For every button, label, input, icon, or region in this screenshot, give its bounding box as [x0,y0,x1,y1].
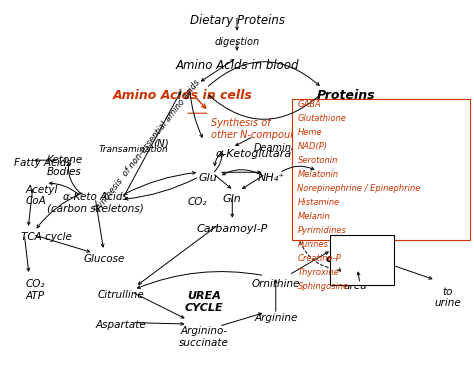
Text: Creatine-P: Creatine-P [298,254,341,263]
Text: Deamination: Deamination [254,143,316,153]
Text: CO₂
ATP: CO₂ ATP [25,279,45,301]
Text: digestion: digestion [214,38,260,47]
Text: (N): (N) [154,138,169,148]
FancyBboxPatch shape [292,99,470,240]
Text: Acetyl
CoA: Acetyl CoA [25,185,58,206]
Text: Arginine: Arginine [254,313,298,323]
Text: NAD(P): NAD(P) [298,142,328,151]
Text: α-Keto Acids
(carbon skeletons): α-Keto Acids (carbon skeletons) [47,192,144,214]
Text: TCA cycle: TCA cycle [20,232,72,242]
Text: Proteins: Proteins [316,89,375,102]
Text: Amino Acids in cells: Amino Acids in cells [113,89,253,102]
Text: Sphingosine: Sphingosine [298,282,349,290]
Text: Glu: Glu [198,173,217,183]
Text: Pyrimidines: Pyrimidines [298,226,346,235]
Text: Glucose: Glucose [83,254,124,263]
Text: Heme: Heme [298,128,322,137]
Text: NH₄⁺
urea: NH₄⁺ urea [343,269,368,291]
Text: Arginino-
succinate: Arginino- succinate [179,326,229,348]
Text: Purines: Purines [298,240,328,249]
Text: Serotonin: Serotonin [298,156,338,165]
Text: Citrulline: Citrulline [98,290,145,300]
Text: Melanin: Melanin [298,212,330,221]
Text: Histamine: Histamine [298,198,340,207]
Text: Ketone
Bodies: Ketone Bodies [46,155,82,177]
Text: NH₄⁺: NH₄⁺ [257,173,284,183]
Text: Gln: Gln [223,194,242,204]
Text: Carbamoyl-P: Carbamoyl-P [197,224,268,234]
Text: to
urine: to urine [434,287,461,308]
FancyBboxPatch shape [330,235,394,285]
Text: uric acid
creatinine: uric acid creatinine [326,243,385,264]
Text: Amino Acids in blood: Amino Acids in blood [175,59,299,72]
Text: Transamination: Transamination [98,145,168,154]
Text: CO₂: CO₂ [187,197,207,207]
Text: Melatonin: Melatonin [298,170,338,179]
Text: α-Ketoglutarate: α-Ketoglutarate [216,149,303,159]
Text: Synthesis  of non-essential amino acids: Synthesis of non-essential amino acids [93,78,202,215]
Text: Synthesis of
other N-compounds: Synthesis of other N-compounds [211,118,308,139]
Text: Fatty Acids: Fatty Acids [14,158,72,168]
Text: Thyroxine: Thyroxine [298,268,339,277]
Text: Glutathione: Glutathione [298,114,346,123]
Text: Norepinephrine / Epinephrine: Norepinephrine / Epinephrine [298,184,421,193]
Text: Dietary Proteins: Dietary Proteins [190,14,284,26]
Text: GABA: GABA [298,100,321,109]
Text: UREA
CYCLE: UREA CYCLE [184,291,223,313]
Text: Aspartate: Aspartate [96,321,146,330]
Text: Ornithine: Ornithine [252,279,300,289]
